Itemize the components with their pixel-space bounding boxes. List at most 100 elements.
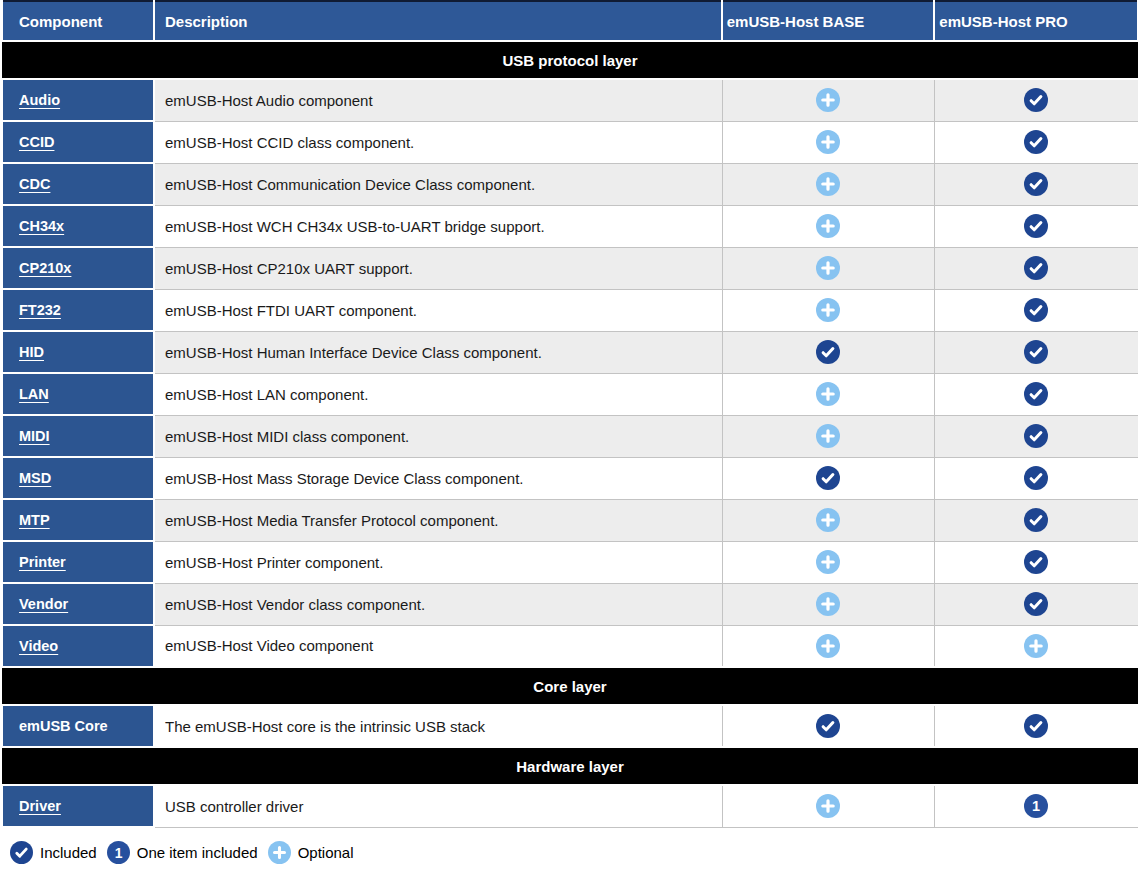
description-cell-ccid: emUSB-Host CCID class component.: [154, 121, 722, 163]
legend: Included1One item includedOptional: [10, 839, 1137, 865]
optional-plus-icon: [816, 298, 840, 322]
description-cell-midi: emUSB-Host MIDI class component.: [154, 415, 722, 457]
component-row-emusb-core: emUSB CoreThe emUSB-Host core is the int…: [2, 705, 1138, 747]
component-link-hid[interactable]: HID: [19, 344, 44, 360]
optional-plus-icon: [816, 550, 840, 574]
included-check-icon: [1024, 88, 1048, 112]
included-check-icon: [1024, 382, 1048, 406]
base-status-cell-ccid: [722, 121, 934, 163]
pro-status-cell-lan: [934, 373, 1138, 415]
component-cell-driver: Driver: [2, 785, 154, 827]
component-link-lan[interactable]: LAN: [19, 386, 49, 402]
component-link-video[interactable]: Video: [19, 638, 58, 654]
component-row-lan: LAN emUSB-Host LAN component.: [2, 373, 1138, 415]
table-header-row: Component Description emUSB-Host BASE em…: [2, 1, 1138, 41]
legend-one-item-included-icon: 1: [107, 841, 130, 864]
component-cell-emusb-core: emUSB Core: [2, 705, 154, 747]
component-link-mtp[interactable]: MTP: [19, 512, 50, 528]
component-cell-cp210x: CP210x: [2, 247, 154, 289]
included-check-icon: [1024, 172, 1048, 196]
component-comparison-table: Component Description emUSB-Host BASE em…: [1, 0, 1138, 828]
included-check-icon: [1024, 466, 1048, 490]
description-cell-hid: emUSB-Host Human Interface Device Class …: [154, 331, 722, 373]
component-cell-ccid: CCID: [2, 121, 154, 163]
included-check-icon: [1024, 550, 1048, 574]
description-cell-ch34x: emUSB-Host WCH CH34x USB-to-UART bridge …: [154, 205, 722, 247]
component-link-ch34x[interactable]: CH34x: [19, 218, 64, 234]
optional-plus-icon: [816, 130, 840, 154]
base-status-cell-cdc: [722, 163, 934, 205]
one-item-included-icon: 1: [1024, 794, 1048, 818]
description-cell-printer: emUSB-Host Printer component.: [154, 541, 722, 583]
svg-text:1: 1: [114, 844, 122, 860]
base-status-cell-cp210x: [722, 247, 934, 289]
component-cell-video: Video: [2, 625, 154, 667]
optional-plus-icon: [816, 214, 840, 238]
component-link-audio[interactable]: Audio: [19, 92, 60, 108]
base-status-cell-printer: [722, 541, 934, 583]
optional-plus-icon: [816, 592, 840, 616]
component-row-video: VideoemUSB-Host Video component: [2, 625, 1138, 667]
component-link-msd[interactable]: MSD: [19, 470, 51, 486]
component-row-mtp: MTP emUSB-Host Media Transfer Protocol co…: [2, 499, 1138, 541]
component-link-midi[interactable]: MIDI: [19, 428, 50, 444]
component-row-vendor: Vendor emUSB-Host Vendor class component.: [2, 583, 1138, 625]
included-check-icon: [1024, 256, 1048, 280]
description-cell-ft232: emUSB-Host FTDI UART component.: [154, 289, 722, 331]
description-cell-vendor: emUSB-Host Vendor class component.: [154, 583, 722, 625]
svg-text:1: 1: [1032, 798, 1040, 814]
included-check-icon: [816, 340, 840, 364]
component-link-ccid[interactable]: CCID: [19, 134, 54, 150]
description-cell-msd: emUSB-Host Mass Storage Device Class com…: [154, 457, 722, 499]
component-row-msd: MSD emUSB-Host Mass Storage Device Class …: [2, 457, 1138, 499]
included-check-icon: [816, 466, 840, 490]
section-row-hardware-layer: Hardware layer: [2, 747, 1138, 785]
base-status-cell-hid: [722, 331, 934, 373]
included-check-icon: [1024, 340, 1048, 364]
pro-status-cell-cp210x: [934, 247, 1138, 289]
base-status-cell-msd: [722, 457, 934, 499]
pro-status-cell-driver: 1: [934, 785, 1138, 827]
component-row-driver: DriverUSB controller driver1: [2, 785, 1138, 827]
pro-status-cell-msd: [934, 457, 1138, 499]
pro-status-cell-audio: [934, 79, 1138, 121]
legend-included-check-icon: [10, 841, 33, 864]
column-header-emusb-host-pro: emUSB-Host PRO: [934, 1, 1138, 41]
column-header-component: Component: [2, 1, 154, 41]
base-status-cell-ft232: [722, 289, 934, 331]
base-status-cell-video: [722, 625, 934, 667]
component-cell-midi: MIDI: [2, 415, 154, 457]
pro-status-cell-midi: [934, 415, 1138, 457]
included-check-icon: [1024, 424, 1048, 448]
component-link-cdc[interactable]: CDC: [19, 176, 50, 192]
component-row-ch34x: CH34x emUSB-Host WCH CH34x USB-to-UART br…: [2, 205, 1138, 247]
column-header-description: Description: [154, 1, 722, 41]
included-check-icon: [1024, 298, 1048, 322]
base-status-cell-midi: [722, 415, 934, 457]
description-cell-cp210x: emUSB-Host CP210x UART support.: [154, 247, 722, 289]
column-header-emusb-host-base: emUSB-Host BASE: [722, 1, 934, 41]
component-cell-mtp: MTP: [2, 499, 154, 541]
section-header-hardware-layer: Hardware layer: [2, 747, 1138, 785]
included-check-icon: [1024, 508, 1048, 532]
legend-label-included: Included: [40, 844, 97, 861]
description-cell-mtp: emUSB-Host Media Transfer Protocol compo…: [154, 499, 722, 541]
pro-status-cell-video: [934, 625, 1138, 667]
component-cell-audio: Audio: [2, 79, 154, 121]
included-check-icon: [1024, 214, 1048, 238]
component-link-ft232[interactable]: FT232: [19, 302, 61, 318]
base-status-cell-audio: [722, 79, 934, 121]
component-link-driver[interactable]: Driver: [19, 798, 61, 814]
section-row-usb-protocol-layer: USB protocol layer: [2, 41, 1138, 79]
description-cell-lan: emUSB-Host LAN component.: [154, 373, 722, 415]
description-cell-cdc: emUSB-Host Communication Device Class co…: [154, 163, 722, 205]
base-status-cell-driver: [722, 785, 934, 827]
base-status-cell-emusb-core: [722, 705, 934, 747]
optional-plus-icon: [816, 382, 840, 406]
component-link-cp210x[interactable]: CP210x: [19, 260, 71, 276]
component-row-audio: AudioemUSB-Host Audio component: [2, 79, 1138, 121]
component-link-vendor[interactable]: Vendor: [19, 596, 68, 612]
component-cell-ch34x: CH34x: [2, 205, 154, 247]
included-check-icon: [1024, 592, 1048, 616]
component-link-printer[interactable]: Printer: [19, 554, 66, 570]
